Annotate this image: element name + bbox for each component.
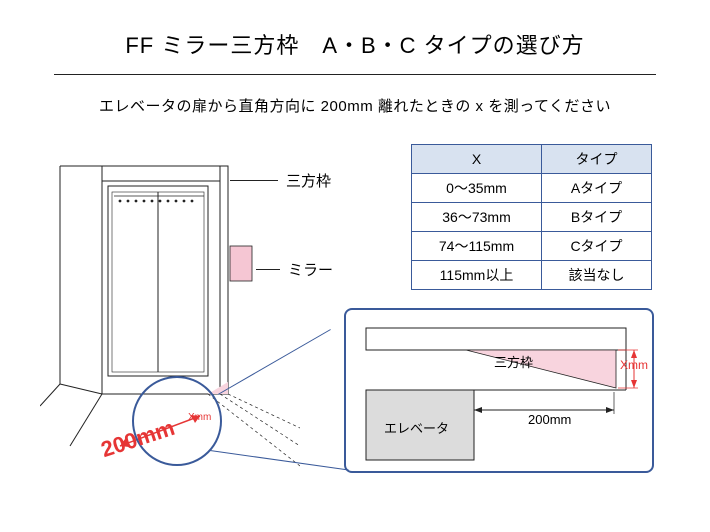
table-row: 36〜73mmBタイプ (412, 203, 652, 232)
table-row: 0〜35mmAタイプ (412, 174, 652, 203)
cell-x: 36〜73mm (412, 203, 542, 232)
label-mirror: ミラー (288, 259, 333, 280)
page-title: FF ミラー三方枠 A・B・C タイプの選び方 (0, 0, 710, 60)
cell-x: 0〜35mm (412, 174, 542, 203)
cell-type: Cタイプ (542, 232, 652, 261)
cell-type: Bタイプ (542, 203, 652, 232)
detail-diagram (346, 310, 652, 471)
instruction-text: エレベータの扉から直角方向に 200mm 離れたときの x を測ってください (0, 95, 710, 116)
table-row: 115mm以上該当なし (412, 261, 652, 290)
content-area: 三方枠 ミラー X タイプ 0〜35mmAタイプ 36〜73mmBタイプ 74〜… (0, 116, 710, 516)
detail-label-sanpowaku: 三方枠 (494, 352, 533, 371)
red-xmm-label: Xmm (188, 412, 211, 423)
type-selection-table: X タイプ 0〜35mmAタイプ 36〜73mmBタイプ 74〜115mmCタイ… (411, 144, 652, 290)
cell-type: 該当なし (542, 261, 652, 290)
cell-x: 74〜115mm (412, 232, 542, 261)
detail-diagram-box: 三方枠 エレベータ 200mm Xmm (344, 308, 654, 473)
label-mirror-leader: ミラー (256, 259, 333, 280)
table-row: 74〜115mmCタイプ (412, 232, 652, 261)
header-type: タイプ (542, 145, 652, 174)
cell-x: 115mm以上 (412, 261, 542, 290)
leader-line (256, 269, 280, 270)
header-x: X (412, 145, 542, 174)
cell-type: Aタイプ (542, 174, 652, 203)
detail-label-elevator: エレベータ (384, 418, 449, 437)
label-sanpowaku-leader: 三方枠 (230, 170, 331, 191)
leader-line (230, 180, 278, 181)
label-sanpowaku: 三方枠 (286, 170, 331, 191)
detail-label-200mm: 200mm (528, 412, 571, 427)
detail-label-xmm: Xmm (620, 358, 648, 372)
table-header-row: X タイプ (412, 145, 652, 174)
title-divider (54, 74, 656, 75)
